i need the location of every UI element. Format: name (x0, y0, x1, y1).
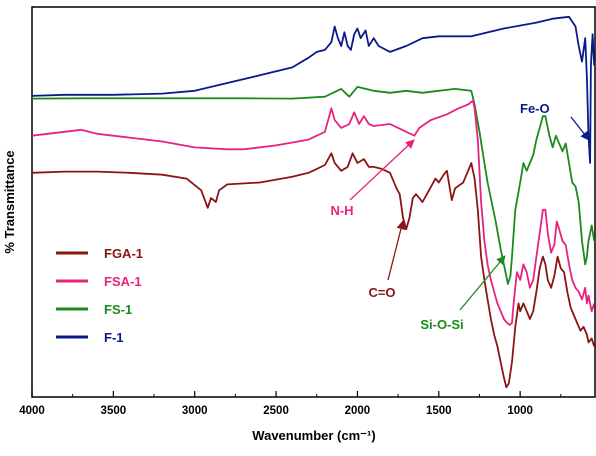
x-tick-label: 3000 (182, 405, 208, 417)
x-axis-title: Wavenumber (cm⁻¹) (252, 428, 375, 443)
annotation-label: Fe-O (520, 101, 550, 116)
series-lines (31, 15, 596, 389)
x-tick-label: 4000 (19, 405, 45, 417)
plot-frame (31, 6, 596, 398)
annotations: Fe-O N-H C=O Si-O-Si (330, 101, 590, 332)
annotation-label: C=O (368, 285, 395, 300)
legend: FGA-1 FSA-1 FS-1 F-1 (56, 246, 143, 345)
legend-label: FGA-1 (104, 246, 143, 261)
annotation-label: N-H (330, 203, 353, 218)
annotation-arrow (570, 116, 590, 141)
annotation-label: Si-O-Si (420, 317, 463, 332)
x-tick-label: 1500 (426, 405, 452, 417)
legend-label: F-1 (104, 330, 124, 345)
x-tick-label: 2500 (263, 405, 289, 417)
annotation-arrow (387, 220, 406, 281)
x-tick-label: 2000 (345, 405, 371, 417)
annotation-arrow (459, 255, 506, 311)
legend-label: FS-1 (104, 302, 132, 317)
x-tick-label: 1000 (507, 405, 533, 417)
series-line-fs-1 (31, 86, 596, 285)
series-line-fsa-1 (31, 99, 596, 326)
series-line-fga-1 (31, 152, 596, 389)
y-axis-title: % Transmittance (2, 150, 17, 253)
x-axis: 4000 3500 3000 2500 2000 1500 1000 (19, 391, 562, 417)
legend-label: FSA-1 (104, 274, 142, 289)
series-line-f-1 (31, 15, 596, 164)
annotation-arrow (349, 139, 415, 201)
x-tick-label: 3500 (101, 405, 127, 417)
